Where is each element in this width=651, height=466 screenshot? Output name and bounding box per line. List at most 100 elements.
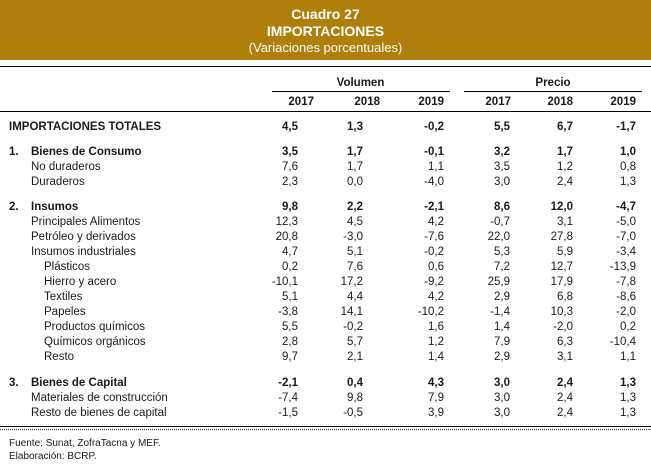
table-cell: 9,8 <box>282 201 298 213</box>
table-cell: 27,8 <box>550 231 573 243</box>
table-cell: 3,0 <box>494 392 510 404</box>
table-cell: 1,0 <box>620 146 636 158</box>
table-bottom-rule <box>0 426 651 427</box>
row-index: 3. <box>9 377 19 389</box>
row-label: Insumos <box>31 201 79 213</box>
table-cell: 0,4 <box>347 377 363 389</box>
volumen-group-rule <box>272 91 450 92</box>
table-cell: 6,3 <box>557 336 573 348</box>
table-cell: -3,4 <box>616 246 636 258</box>
table-cell: 3,2 <box>494 146 510 158</box>
table-cell: -3,8 <box>278 306 298 318</box>
table-cell: 8,6 <box>494 201 510 213</box>
table-cell: 5,1 <box>347 246 363 258</box>
table-cell: 0,8 <box>620 161 636 173</box>
table-cell: 5,3 <box>494 246 510 258</box>
table-cell: 6,8 <box>557 291 573 303</box>
table-cell: 2,3 <box>282 176 298 188</box>
table-row: Resto 9,7 2,1 1,4 2,9 3,1 1,1 <box>0 350 651 365</box>
table-cell: 1,4 <box>428 351 444 363</box>
table-cell: 3,0 <box>494 377 510 389</box>
row-label: Bienes de Consumo <box>31 146 142 158</box>
row-label: Insumos industriales <box>31 246 136 258</box>
row-label: No duraderos <box>31 161 101 173</box>
table-cell: -2,1 <box>278 377 298 389</box>
table-number: Cuadro 27 <box>291 6 360 22</box>
table-row: Resto de bienes de capital -1,5 -0,5 3,9 3,0… <box>0 406 651 421</box>
precio-group-rule <box>464 91 642 92</box>
table-row: 1. Bienes de Consumo 3,5 1,7 -0,1 3,2 1,7 1,0 <box>0 145 651 160</box>
table-cell: -7,8 <box>616 276 636 288</box>
table-cell: 4,2 <box>428 291 444 303</box>
table-cell: 5,5 <box>282 321 298 333</box>
table-cell: 6,7 <box>557 121 573 133</box>
table-cell: 3,0 <box>494 407 510 419</box>
table-cell: -13,9 <box>609 261 636 273</box>
table-cell: -10,4 <box>609 336 636 348</box>
year-header: 2019 <box>418 96 444 108</box>
table-row: Materiales de construcción -7,4 9,8 7,9 3,0 2… <box>0 391 651 406</box>
table-cell: 1,7 <box>557 146 573 158</box>
table-cell: 1,4 <box>494 321 510 333</box>
precio-group-label: Precio <box>535 77 571 89</box>
table-cell: 12,7 <box>550 261 573 273</box>
table-cell: 1,3 <box>620 407 636 419</box>
table-cell: 5,1 <box>282 291 298 303</box>
table-cell: 7,6 <box>347 261 363 273</box>
table-title: IMPORTACIONES <box>266 23 385 39</box>
table-cell: 12,3 <box>275 216 298 228</box>
table-cell: 1,3 <box>620 392 636 404</box>
year-header: 2018 <box>354 96 380 108</box>
row-label: Textiles <box>44 291 83 303</box>
table-cell: 2,4 <box>557 377 573 389</box>
table-cell: 1,3 <box>620 377 636 389</box>
table-cell: 25,9 <box>487 276 510 288</box>
table-cell: 5,9 <box>557 246 573 258</box>
year-header: 2017 <box>288 96 314 108</box>
year-header: 2019 <box>610 96 636 108</box>
table-cell: -1,7 <box>616 121 636 133</box>
table-cell: 7,2 <box>494 261 510 273</box>
table-cell: 0,2 <box>620 321 636 333</box>
table-cell: 20,8 <box>275 231 298 243</box>
table-cell: -10,1 <box>271 276 298 288</box>
table-row: 2. Insumos 9,8 2,2 -2,1 8,6 12,0 -4,7 <box>0 200 651 215</box>
table-cell: 2,4 <box>557 407 573 419</box>
row-label: Materiales de construcción <box>31 392 168 404</box>
row-label: Plásticos <box>44 261 91 273</box>
table-cell: -2,0 <box>553 321 573 333</box>
table-cell: -10,2 <box>417 306 444 318</box>
table-cell: -2,1 <box>424 201 444 213</box>
table-row: Plásticos 0,2 7,6 0,6 7,2 12,7 -13,9 <box>0 260 651 275</box>
row-label: Duraderos <box>31 176 85 188</box>
table-cell: 4,3 <box>428 377 444 389</box>
row-label: Petróleo y derivados <box>31 231 136 243</box>
table-row: Textiles 5,1 4,4 4,2 2,9 6,8 -8,6 <box>0 290 651 305</box>
row-label: Papeles <box>44 306 86 318</box>
row-label: IMPORTACIONES TOTALES <box>9 121 162 133</box>
table-cell: 2,4 <box>557 176 573 188</box>
table-cell: 5,7 <box>347 336 363 348</box>
row-label: Resto <box>44 351 75 363</box>
table-cell: -3,0 <box>343 231 363 243</box>
source-note: Fuente: Sunat, ZofraTacna y MEF. <box>9 438 161 449</box>
header-top-rule <box>0 66 651 67</box>
table-cell: 1,7 <box>347 161 363 173</box>
table-cell: 3,1 <box>557 351 573 363</box>
table-cell: -8,6 <box>616 291 636 303</box>
table-cell: 3,9 <box>428 407 444 419</box>
table-cell: -0,2 <box>424 246 444 258</box>
table-row: 3. Bienes de Capital -2,1 0,4 4,3 3,0 2,4 1,3 <box>0 376 651 391</box>
table-row: Químicos orgánicos 2,8 5,7 1,2 7,9 6,3 -10,4 <box>0 335 651 350</box>
table-cell: 1,6 <box>428 321 444 333</box>
table-cell: 1,3 <box>347 121 363 133</box>
table-cell: 17,9 <box>550 276 573 288</box>
table-cell: -1,4 <box>490 306 510 318</box>
row-index: 2. <box>9 201 19 213</box>
table-cell: 1,3 <box>620 176 636 188</box>
table-cell: -0,2 <box>343 321 363 333</box>
table-cell: 2,9 <box>494 351 510 363</box>
row-index: 1. <box>9 146 19 158</box>
table-row: Insumos industriales 4,7 5,1 -0,2 5,3 5,9 -3,4 <box>0 245 651 260</box>
table-row: Principales Alimentos 12,3 4,5 4,2 -0,7 3,1 -5… <box>0 215 651 230</box>
